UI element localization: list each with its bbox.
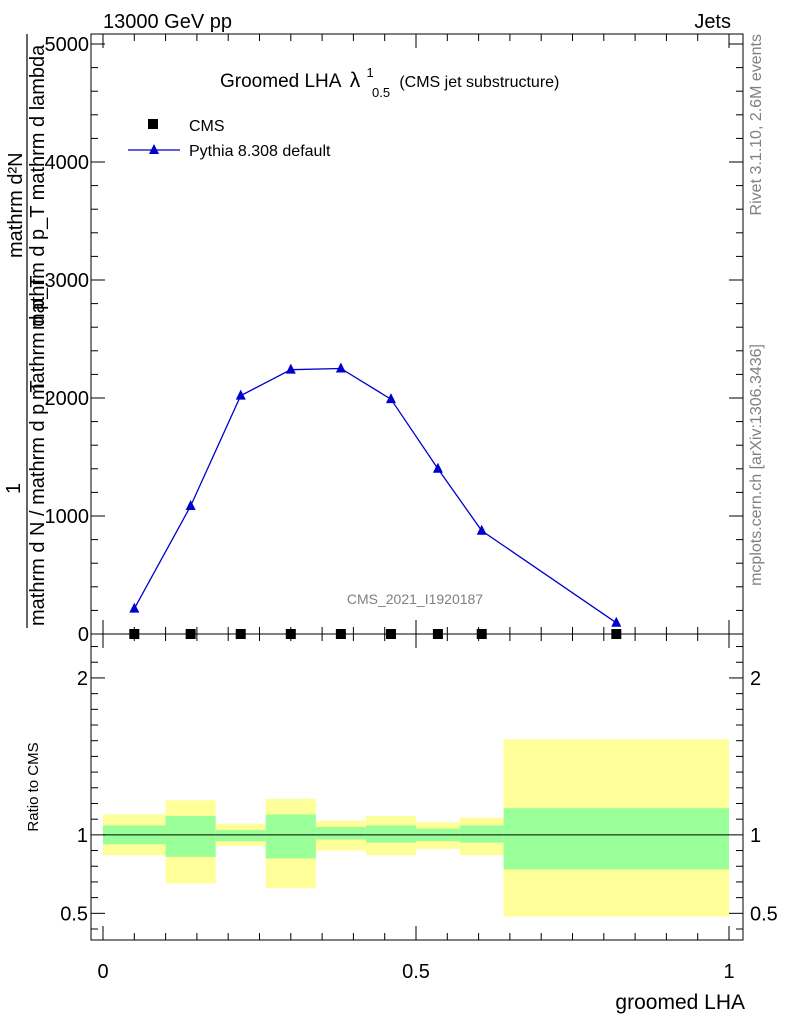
header-left: 13000 GeV pp	[103, 11, 232, 33]
ratio-band-inner	[265, 814, 316, 859]
header-right: Jets	[694, 11, 731, 33]
ratio-ytick-label: 0.5	[60, 903, 88, 925]
main-ytick-label: 2000	[45, 388, 90, 410]
ylabel-frac-one: 1	[3, 483, 25, 494]
ratio-band-inner	[315, 827, 366, 840]
main-ytick-labels: 0 1000 2000 3000 4000 5000	[45, 34, 90, 646]
ratio-band-inner	[365, 825, 416, 843]
x-axis-label: groomed LHA	[615, 991, 745, 1014]
ratio-band-inner	[459, 825, 504, 843]
title-sup: 1	[366, 65, 373, 80]
pythia-point	[129, 602, 140, 613]
pythia-point	[385, 393, 396, 404]
pythia-point	[185, 499, 196, 510]
ratio-ytick-label-right: 2	[750, 668, 761, 690]
ylabel-numerator: mathrm d²N	[5, 152, 27, 258]
legend: CMS Pythia 8.308 default	[128, 118, 331, 160]
ratio-ytick-label: 1	[77, 825, 88, 847]
x-tick-label: 1	[723, 961, 734, 983]
ratio-band-inner	[503, 808, 729, 870]
title-tail: (CMS jet substructure)	[399, 74, 559, 91]
main-ytick-label: 0	[78, 624, 89, 646]
ratio-ticks	[91, 634, 743, 940]
pythia-point	[285, 363, 296, 374]
x-tick-label: 0.5	[402, 961, 430, 983]
pythia-point	[335, 362, 346, 373]
pythia-point	[476, 524, 487, 535]
pythia-point	[611, 616, 622, 627]
main-ticks	[91, 34, 743, 635]
ylabel-denominator: mathrm d N / mathrm d p_T	[27, 380, 49, 626]
main-ytick-label: 5000	[45, 34, 90, 56]
ratio-ylabel: Ratio to CMS	[25, 742, 42, 831]
legend-marker-cms	[148, 119, 158, 129]
chart-title: Groomed LHA λ 1 0.5 (CMS jet substructur…	[220, 61, 559, 102]
x-tick-label: 0	[97, 961, 108, 983]
title-symbol: λ	[350, 69, 361, 92]
ratio-ytick-label-right: 1	[750, 825, 761, 847]
title-sub: 0.5	[372, 85, 390, 100]
ratio-band-inner	[215, 830, 266, 842]
rivet-label: Rivet 3.1.10, 2.6M events	[748, 34, 765, 215]
legend-marker-pythia	[149, 144, 159, 154]
main-panel: 0 1000 2000 3000 4000 5000 Groomed LHA λ 1 0.…	[3, 33, 744, 646]
pythia-line	[133, 367, 617, 624]
ratio-frame	[90, 633, 744, 941]
main-ytick-label: 4000	[45, 152, 90, 174]
main-ytick-label: 3000	[45, 270, 90, 292]
pythia-point	[235, 389, 246, 400]
ylabel-overlay-a: mathrm d p_T mathrm d lambda	[27, 44, 49, 330]
title-main: Groomed LHA	[220, 71, 342, 92]
main-ylabel: mathrm d²N 1 mathrm d N / mathrm d p_T m…	[3, 34, 49, 628]
ratio-tick-labels: 0.5 0.5 1 1 2 2 0 0.5 1	[60, 668, 778, 983]
legend-label-pythia: Pythia 8.308 default	[189, 143, 331, 160]
analysis-label: CMS_2021_I1920187	[347, 591, 483, 607]
mcplots-label: mcplots.cern.ch [arXiv:1306.3436]	[748, 344, 765, 586]
ratio-panel: 0.5 0.5 1 1 2 2 0 0.5 1 Ratio to CMS groomed LHA	[25, 633, 778, 1014]
ratio-band-inner	[165, 816, 216, 857]
pythia-point	[432, 462, 443, 473]
bands-layer	[103, 739, 729, 917]
ratio-ytick-label: 2	[77, 668, 88, 690]
legend-label-cms: CMS	[189, 118, 225, 135]
main-ytick-label: 1000	[45, 506, 90, 528]
ratio-ytick-label-right: 0.5	[750, 903, 778, 925]
ylabel-overlay-b: mathrm d p_T	[27, 276, 49, 400]
